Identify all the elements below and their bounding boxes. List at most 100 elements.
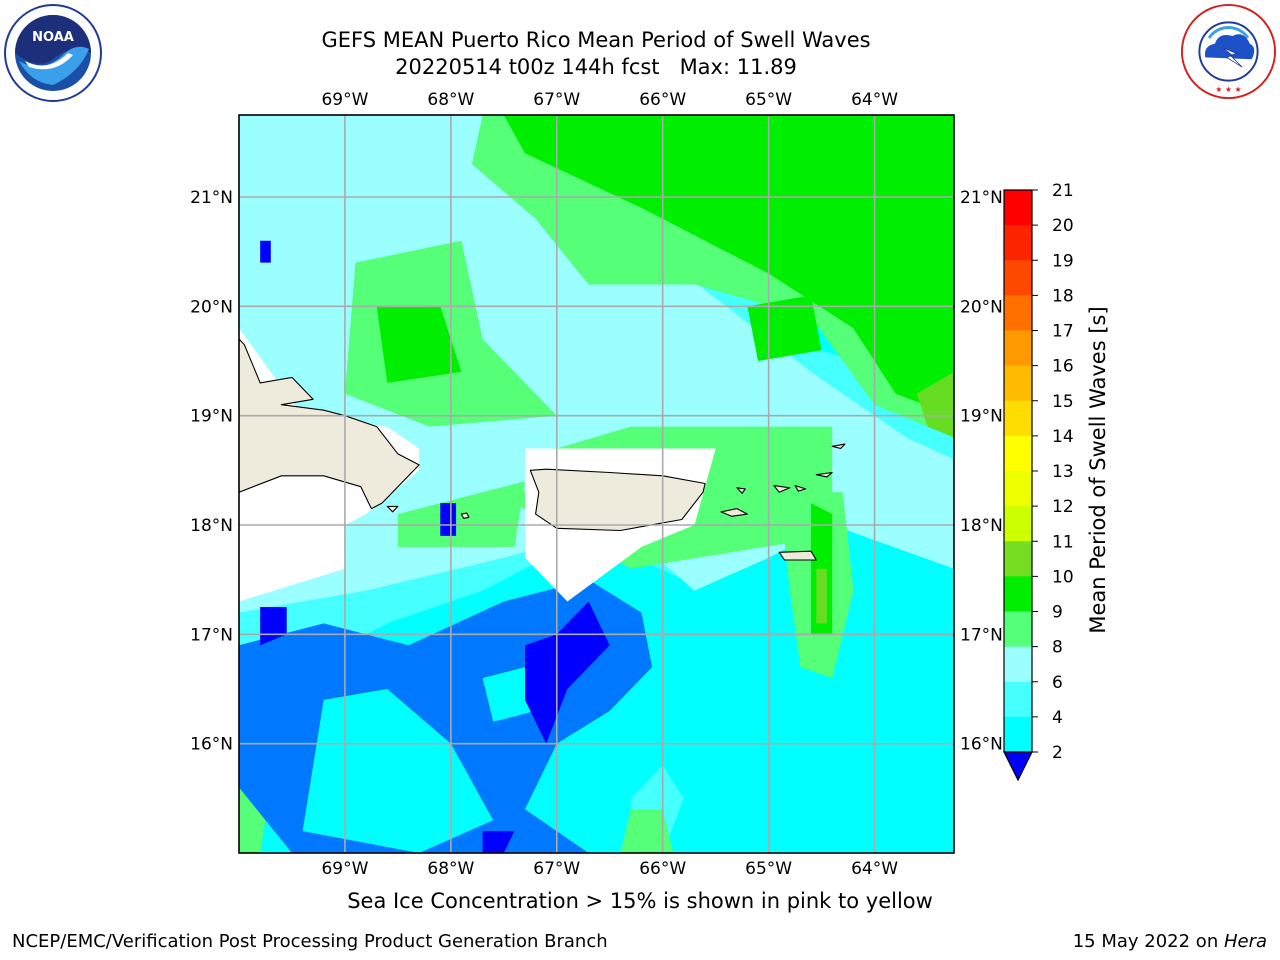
footer-credit: NCEP/EMC/Verification Post Processing Pr…	[12, 931, 608, 952]
land-island-1	[720, 508, 748, 517]
footer-date: 15 May 2022 on Hera	[1073, 931, 1267, 952]
lon-tick-bottom: 68°W	[427, 859, 474, 879]
land-island-4	[794, 485, 807, 492]
field-11-12-patch	[747, 295, 822, 361]
lon-tick-top: 67°W	[533, 90, 580, 110]
colorbar-segment	[1004, 576, 1032, 612]
colorbar-tick-label: 9	[1052, 603, 1063, 623]
colorbar-tick-label: 2	[1052, 743, 1063, 763]
land-puerto-rico	[529, 468, 706, 532]
colorbar-tick-label: 18	[1052, 286, 1074, 306]
colorbar-tick-label: 21	[1052, 181, 1074, 201]
map-frame	[238, 114, 955, 854]
colorbar-extend-min	[1003, 751, 1033, 782]
colorbar-segment	[1004, 646, 1032, 683]
land-masses	[239, 338, 846, 561]
land-island-7	[778, 550, 817, 561]
field-11-12-west	[376, 306, 462, 383]
noaa-logo-text: NOAA	[32, 30, 74, 45]
lat-tick-right: 16°N	[960, 735, 1003, 755]
field-10-11-south	[620, 809, 674, 853]
lon-tick-bottom: 64°W	[851, 859, 898, 879]
field-2-4-south	[482, 831, 515, 853]
field-2-4-west	[260, 607, 287, 646]
lat-tick-right: 19°N	[960, 407, 1003, 427]
field-12-13-east	[916, 371, 954, 438]
colorbar-tick-label: 19	[1052, 251, 1074, 271]
lat-tick-right: 20°N	[960, 297, 1003, 317]
colorbar-segment	[1004, 716, 1032, 753]
colorbar-segment	[1004, 611, 1032, 648]
lat-tick-left: 21°N	[190, 188, 233, 208]
field-6-8-hole2	[482, 667, 536, 722]
map-ticks: 69°W 69°W 68°W 68°W 67°W 67°W 66°W 66°W 65°W 65°W…	[190, 90, 1003, 879]
land-island-2	[736, 487, 746, 494]
colorbar-segment	[1004, 435, 1032, 472]
colorbar-segment	[1004, 295, 1032, 331]
field-2-4-north	[260, 240, 271, 263]
noaa-logo: NOAA	[4, 4, 102, 102]
colorbar-tick-label: 12	[1052, 497, 1074, 517]
lat-tick-right: 17°N	[960, 625, 1003, 645]
lon-tick-top: 66°W	[639, 90, 686, 110]
colorbar-segment	[1004, 541, 1032, 577]
land-hispaniola	[239, 338, 420, 510]
colorbar-tick-label: 14	[1052, 427, 1074, 447]
lon-tick-top: 69°W	[321, 90, 368, 110]
field-2-4-trough	[525, 601, 610, 744]
field-2-4-mona	[440, 503, 457, 536]
footer-date-text: 15 May 2022 on	[1072, 931, 1224, 952]
lat-tick-right: 21°N	[960, 188, 1003, 208]
lon-tick-top: 64°W	[851, 90, 898, 110]
colorbar-segment	[1004, 330, 1032, 367]
colorbar-segment	[1004, 190, 1032, 226]
colorbar-segment	[1004, 400, 1032, 437]
land-island-9	[386, 505, 399, 513]
colorbar-segment	[1004, 260, 1032, 296]
field-12-13-ridge	[816, 568, 827, 624]
colorbar-segment	[1004, 471, 1032, 507]
colorbar-tick-label: 15	[1052, 392, 1074, 412]
field-11-12-north	[503, 115, 954, 416]
lon-tick-top: 65°W	[745, 90, 792, 110]
colorbar-segment	[1004, 681, 1032, 718]
colorbar-label: Mean Period of Swell Waves [s]	[1086, 306, 1110, 634]
colorbar-tick-label: 13	[1052, 462, 1074, 482]
lon-tick-bottom: 69°W	[321, 859, 368, 879]
colorbar-segment	[1004, 506, 1032, 542]
colorbar-tick-label: 11	[1052, 532, 1074, 552]
colorbar-tick-label: 20	[1052, 216, 1074, 236]
map-subtitle: 20220514 t00z 144h fcst Max: 11.89	[395, 55, 797, 79]
lon-tick-top: 68°W	[427, 90, 474, 110]
land-island-3	[773, 485, 791, 493]
colorbar-segment	[1004, 365, 1032, 402]
colorbar-tick-label: 16	[1052, 357, 1074, 377]
field-6-8-hole	[302, 689, 494, 853]
lat-tick-left: 16°N	[190, 735, 233, 755]
graticule	[239, 115, 954, 853]
lon-tick-bottom: 65°W	[745, 859, 792, 879]
colorbar-tick-label: 8	[1052, 638, 1063, 658]
footer-host: Hera	[1223, 931, 1267, 952]
lat-tick-right: 18°N	[960, 516, 1003, 536]
colorbar-tick-label: 4	[1052, 708, 1063, 728]
colorbar-tick-label: 6	[1052, 673, 1063, 693]
colorbar-segment	[1004, 225, 1032, 261]
land-island-8	[460, 512, 470, 519]
sea-ice-caption: Sea Ice Concentration > 15% is shown in …	[347, 889, 933, 913]
lat-tick-left: 20°N	[190, 297, 233, 317]
colorbar-tick-label: 17	[1052, 322, 1074, 342]
lat-tick-left: 19°N	[190, 407, 233, 427]
lat-tick-left: 18°N	[190, 516, 233, 536]
lon-tick-bottom: 67°W	[533, 859, 580, 879]
lat-tick-left: 17°N	[190, 625, 233, 645]
svg-text:★ ★ ★: ★ ★ ★	[1215, 85, 1241, 94]
nws-logo: ★ ★ ★	[1180, 3, 1277, 100]
land-island-5	[815, 471, 833, 478]
lon-tick-bottom: 66°W	[639, 859, 686, 879]
land-island-6	[831, 443, 846, 450]
map-title: GEFS MEAN Puerto Rico Mean Period of Swe…	[321, 28, 871, 52]
colorbar-tick-label: 10	[1052, 567, 1074, 587]
colorbar: 21 20 19 18 17 16 15 14 13 12 11 10 9 8 6 4 2	[1003, 181, 1074, 782]
